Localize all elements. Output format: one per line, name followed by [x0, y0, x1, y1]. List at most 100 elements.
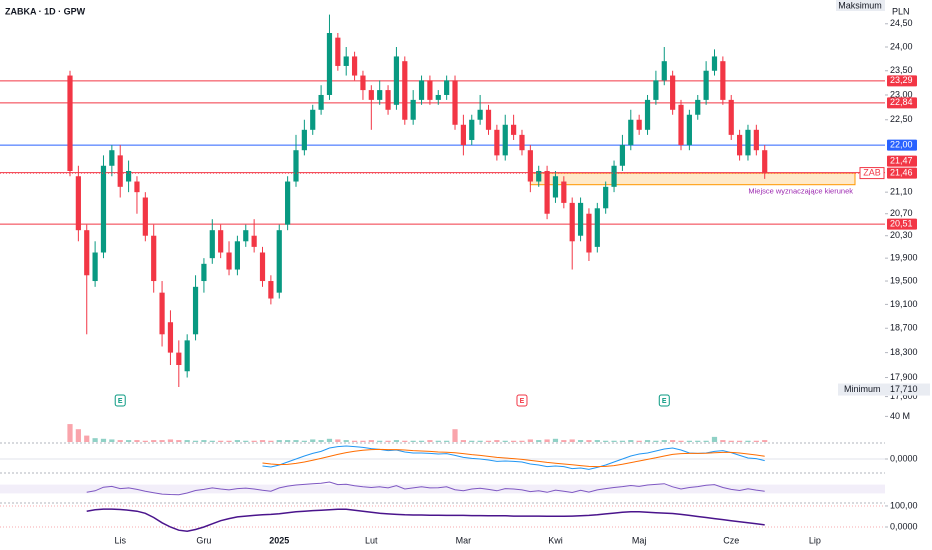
y-tick-label: 23,50 — [890, 65, 913, 75]
candle-body — [678, 104, 684, 146]
volume-bar — [737, 440, 743, 442]
volume-bar — [460, 440, 466, 442]
candle-body — [385, 90, 391, 110]
rsi-line — [86, 481, 765, 496]
volume-bar — [720, 440, 726, 442]
volume-bar — [176, 440, 182, 442]
volume-bar — [661, 440, 667, 442]
min-label: Minimum — [844, 384, 881, 394]
volume-bar — [678, 440, 684, 442]
volume-bar — [259, 440, 266, 442]
candle-body — [259, 252, 266, 282]
volume-bar — [577, 440, 584, 442]
candle-body — [117, 155, 123, 187]
candle-body — [636, 119, 642, 130]
candle-body — [753, 129, 759, 151]
volume-bar — [762, 440, 768, 442]
last-price-label: 21,46 — [890, 167, 913, 177]
candle-body — [184, 340, 190, 372]
volume-bar — [151, 440, 157, 442]
candle-body — [686, 114, 692, 146]
y-tick-label: 40 M — [890, 411, 910, 421]
volume-bar — [351, 440, 358, 442]
candle-body — [477, 109, 483, 120]
volume-bar — [494, 440, 500, 442]
volume-bar — [544, 439, 550, 442]
volume-bar — [511, 440, 517, 442]
candle-body — [192, 286, 199, 335]
volume-bar — [125, 440, 132, 442]
volume-bar — [628, 440, 634, 442]
currency: PLN — [892, 6, 910, 16]
level-label: 20,51 — [890, 218, 913, 228]
level-label-box — [887, 218, 917, 230]
level-label-box — [887, 97, 917, 109]
candle-body — [84, 230, 90, 276]
last-price-box — [887, 167, 917, 179]
volume-bar — [561, 440, 567, 442]
candle-body — [745, 129, 751, 156]
volume-bar — [686, 440, 692, 442]
y-tick-label: 23,00 — [890, 89, 913, 99]
candle-body — [527, 150, 533, 182]
candle-body — [670, 75, 676, 110]
volume-bar — [644, 440, 651, 442]
earnings-label: E — [662, 398, 667, 405]
max-box — [836, 0, 885, 11]
candle-body — [301, 129, 307, 151]
volume-bar — [343, 440, 349, 442]
candle-body — [268, 281, 274, 299]
volume-bar — [711, 436, 718, 442]
candle-body — [544, 170, 550, 214]
volume-bar — [552, 438, 559, 442]
x-tick-label: Cze — [723, 535, 739, 545]
volume-bar — [184, 440, 190, 442]
volume-bar — [653, 440, 659, 442]
y-tick-label: 18,300 — [890, 347, 918, 357]
y-tick-label: 24,00 — [890, 41, 913, 51]
volume-bar — [67, 424, 73, 442]
candle-body — [452, 80, 458, 125]
candle-body — [125, 170, 132, 182]
macd-line — [262, 445, 765, 470]
volume-bar — [402, 440, 408, 442]
candle-body — [418, 80, 425, 100]
volume-bar — [268, 440, 274, 442]
y-tick-label: 19,900 — [890, 253, 918, 263]
candle-body — [276, 230, 282, 293]
x-tick-label: Lut — [365, 535, 378, 545]
candle-body — [653, 80, 659, 100]
x-tick-label: Lip — [809, 535, 821, 545]
volume-bar — [201, 440, 207, 442]
candle-body — [628, 119, 634, 146]
level-label: 22,00 — [890, 139, 913, 149]
volume-bar — [611, 440, 617, 442]
volume-bar — [192, 440, 199, 442]
candle-body — [728, 99, 734, 135]
candle-body — [644, 99, 651, 130]
candle-body — [536, 170, 542, 182]
volume-bar — [251, 440, 257, 442]
volume-bar — [293, 440, 299, 442]
y-tick-label: 19,500 — [890, 275, 918, 285]
volume-bar — [84, 435, 90, 442]
volume-bar — [485, 440, 492, 442]
candle-body — [67, 75, 73, 171]
candle-body — [737, 134, 743, 156]
zone — [529, 172, 856, 186]
level-label: 21,47 — [890, 155, 913, 165]
volume-bar — [167, 439, 174, 442]
candle-body — [151, 235, 157, 282]
volume-bar — [435, 440, 441, 442]
y-tick-label: 17,600 — [890, 391, 918, 401]
volume-bar — [586, 440, 592, 442]
y-tick-label: 18,700 — [890, 323, 918, 333]
candle-body — [402, 61, 408, 120]
candle-body — [243, 230, 249, 242]
volume-bar — [670, 440, 676, 442]
volume-bar — [444, 440, 450, 442]
x-tick-label: 2025 — [269, 535, 289, 545]
candle-body — [720, 61, 726, 100]
